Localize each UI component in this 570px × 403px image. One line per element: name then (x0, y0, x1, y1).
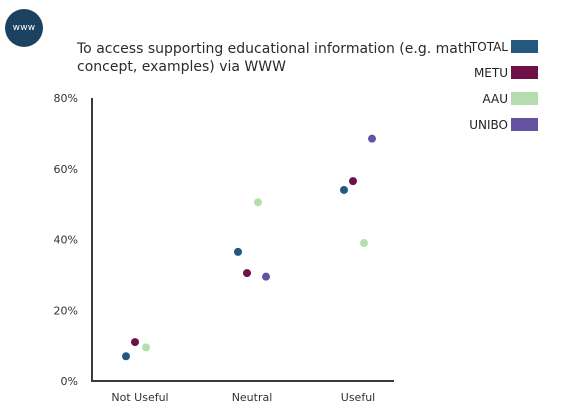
data-point-total (122, 352, 130, 361)
chart-title: To access supporting educational informa… (77, 41, 473, 75)
data-point-aau (254, 198, 262, 207)
data-point-aau (360, 239, 368, 248)
data-point-aau (142, 343, 150, 352)
y-tick-label: 80% (54, 92, 78, 105)
data-point-metu (131, 338, 139, 347)
y-tick-label: 0% (61, 375, 78, 388)
legend-label: TOTAL (469, 39, 508, 54)
www-badge: www (5, 9, 43, 47)
data-point-unibo (262, 272, 270, 281)
legend-item-metu: METU (469, 65, 538, 80)
legend: TOTAL METU AAU UNIBO (469, 39, 538, 143)
legend-swatch (511, 66, 538, 79)
data-point-metu (349, 177, 357, 186)
legend-item-aau: AAU (469, 91, 538, 106)
x-tick-label: Useful (341, 391, 375, 403)
legend-swatch (511, 92, 538, 105)
y-tick-label: 20% (54, 304, 78, 317)
x-tick-label: Not Useful (111, 391, 168, 403)
www-badge-label: www (12, 23, 36, 33)
legend-item-unibo: UNIBO (469, 117, 538, 132)
legend-label: METU (473, 65, 508, 80)
x-tick-label: Neutral (232, 391, 273, 403)
data-point-total (234, 247, 242, 256)
data-point-metu (243, 269, 251, 278)
data-point-total (340, 185, 348, 194)
legend-item-total: TOTAL (469, 39, 538, 54)
legend-label: AAU (482, 91, 508, 106)
y-tick-label: 60% (54, 163, 78, 176)
legend-swatch (511, 118, 538, 131)
data-point-unibo (368, 134, 376, 143)
legend-swatch (511, 40, 538, 53)
y-tick-label: 40% (54, 234, 78, 247)
legend-label: UNIBO (469, 117, 508, 132)
